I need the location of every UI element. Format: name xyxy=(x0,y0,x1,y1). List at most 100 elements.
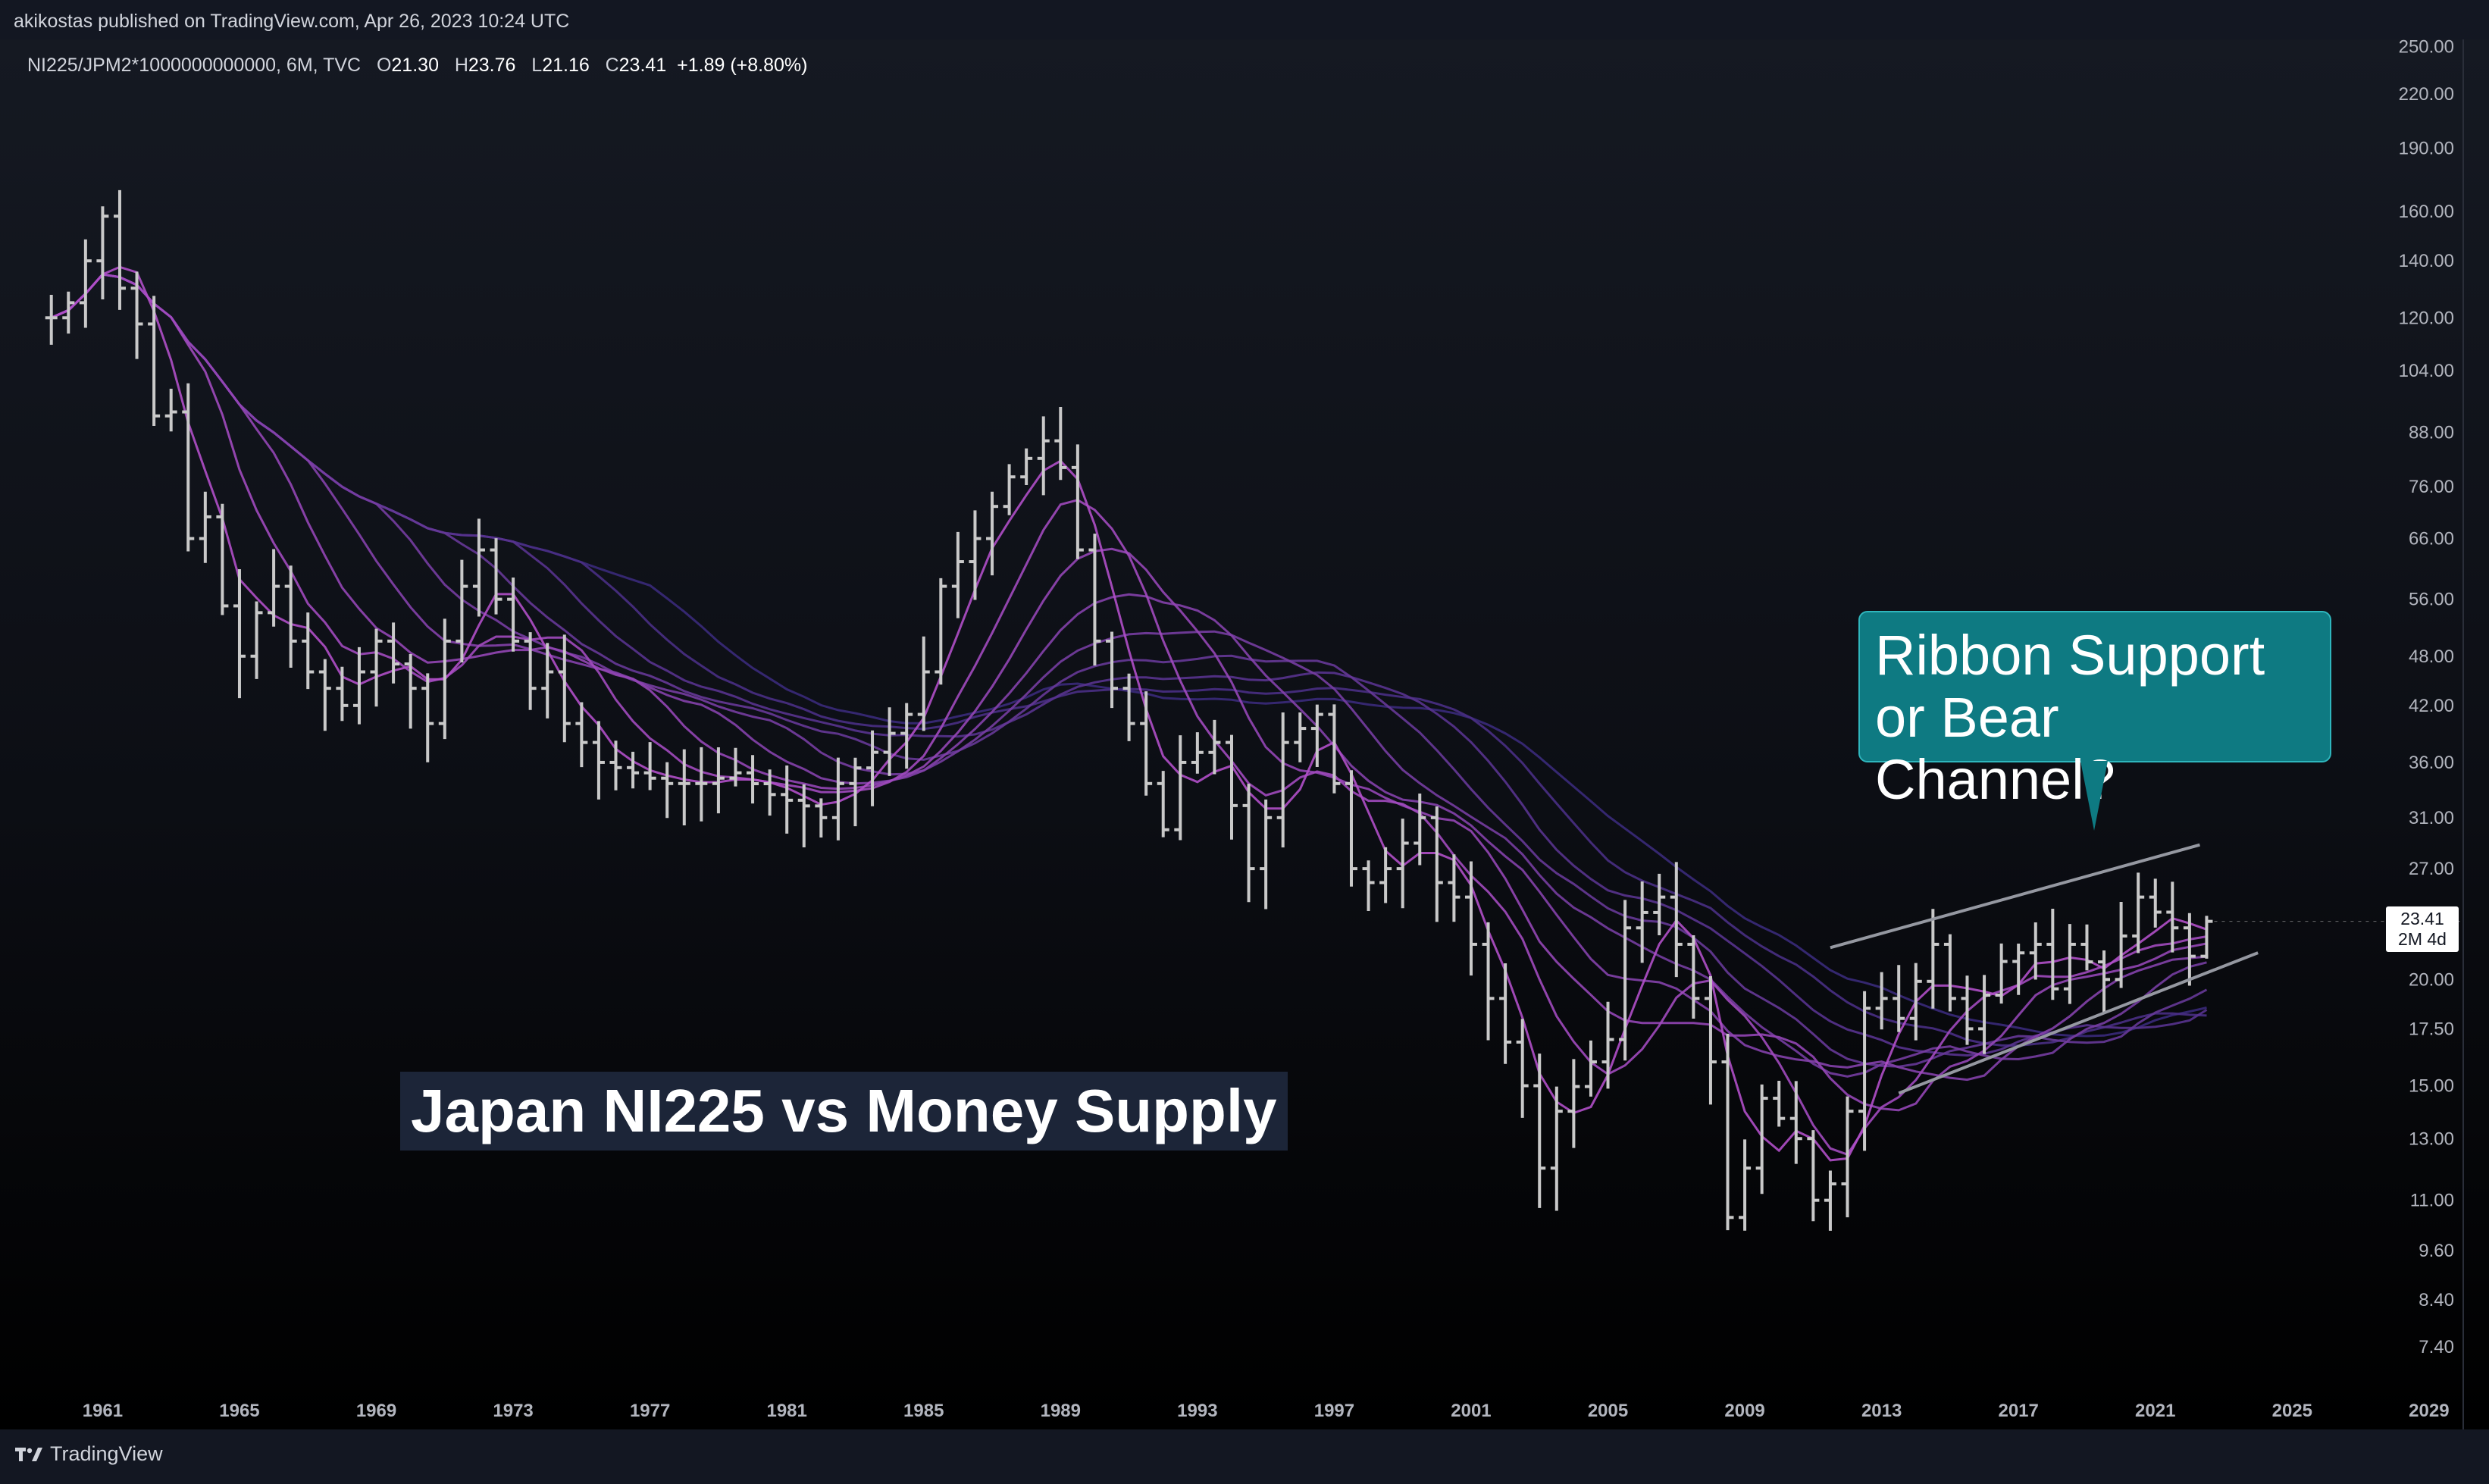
ohlc-bar xyxy=(575,702,588,768)
ohlc-bar xyxy=(1037,416,1050,496)
ohlc-bar xyxy=(1088,534,1101,666)
ohlc-bar xyxy=(1739,1139,1752,1231)
legend-symbol: NI225/JPM2*1000000000000, 6M, TVC xyxy=(27,55,362,76)
y-tick-label: 76.00 xyxy=(2409,477,2454,497)
ohlc-bar xyxy=(2200,916,2213,959)
x-tick-label: 1961 xyxy=(83,1401,123,1421)
ohlc-bar xyxy=(1721,1033,1734,1231)
ohlc-bar xyxy=(1140,691,1153,796)
legend-low-label: L xyxy=(531,55,543,76)
ohlc-bar xyxy=(1550,1086,1563,1211)
ohlc-bar xyxy=(1345,770,1357,887)
x-tick-label: 1997 xyxy=(1314,1401,1354,1421)
ohlc-bar xyxy=(216,503,229,615)
ohlc-bar xyxy=(797,784,810,847)
ohlc-bar xyxy=(1858,991,1871,1151)
ohlc-bar xyxy=(2063,924,2076,1004)
ribbon-ma-4 xyxy=(51,273,2207,1082)
y-tick-label: 88.00 xyxy=(2409,422,2454,443)
ohlc-bar xyxy=(2046,909,2059,1000)
ohlc-bar xyxy=(164,388,177,432)
x-tick-label: 1969 xyxy=(356,1401,396,1421)
ribbon-ma-3 xyxy=(51,273,2207,1112)
ohlc-bar xyxy=(1260,799,1273,909)
ohlc-bar xyxy=(1430,806,1443,922)
ohlc-bar xyxy=(387,622,400,684)
ohlc-bar xyxy=(1191,732,1204,774)
time-axis: 1961 1965 1969 1973 1977 1981 1985 1989 1993 1997… xyxy=(83,1401,2450,1421)
y-tick-label: 66.00 xyxy=(2409,529,2454,549)
ohlc-chart[interactable]: 250.00 220.00 190.00 160.00 140.00 120.00 104.… xyxy=(0,0,2489,1429)
y-tick-label: 56.00 xyxy=(2409,590,2454,610)
ohlc-bar xyxy=(284,565,297,668)
last-price-label: 23.41 2M 4d xyxy=(2386,906,2459,952)
ohlc-bar xyxy=(1670,862,1683,978)
ribbon-ma-6 xyxy=(51,273,2208,1068)
ohlc-bar xyxy=(199,491,211,563)
ohlc-bar xyxy=(1157,771,1169,837)
ohlc-bar xyxy=(917,636,930,731)
legend-open-label: O xyxy=(376,55,392,76)
ohlc-bar xyxy=(1396,819,1409,909)
ohlc-bar xyxy=(130,271,143,359)
ohlc-bar xyxy=(1978,975,1991,1054)
y-tick-label: 27.00 xyxy=(2409,859,2454,879)
ohlc-bar xyxy=(1619,900,1632,1061)
ohlc-bar xyxy=(318,659,331,731)
ohlc-bar xyxy=(1448,854,1461,922)
y-tick-label: 36.00 xyxy=(2409,753,2454,773)
y-tick-label: 104.00 xyxy=(2399,361,2454,381)
callout-line-1: Ribbon Support xyxy=(1875,624,2265,687)
y-tick-label: 11.00 xyxy=(2410,1191,2454,1211)
ohlc-bar xyxy=(352,647,365,725)
ohlc-bar xyxy=(712,747,725,814)
callout-pointer xyxy=(2080,761,2108,831)
ohlc-bar xyxy=(1533,1054,1546,1208)
y-tick-label: 7.40 xyxy=(2419,1337,2454,1357)
ohlc-bar xyxy=(113,189,126,310)
x-tick-label: 2005 xyxy=(1588,1401,1628,1421)
x-tick-label: 2021 xyxy=(2135,1401,2175,1421)
ohlc-bar xyxy=(831,757,844,841)
y-tick-label: 20.00 xyxy=(2409,969,2454,990)
ohlc-bar xyxy=(1310,704,1323,768)
ohlc-bar xyxy=(592,721,605,800)
ohlc-bar xyxy=(490,538,502,615)
ohlc-bar xyxy=(849,757,862,827)
ohlc-bar xyxy=(627,751,640,789)
ohlc-bar xyxy=(1875,972,1888,1030)
x-tick-label: 1985 xyxy=(903,1401,944,1421)
ohlc-bar xyxy=(883,707,896,776)
y-tick-label: 31.00 xyxy=(2409,808,2454,828)
ohlc-bar xyxy=(1704,976,1717,1105)
tradingview-logo[interactable]: TradingView xyxy=(15,1442,163,1466)
legend-open: 21.30 xyxy=(391,55,439,76)
x-tick-label: 1973 xyxy=(493,1401,533,1421)
ohlc-bar xyxy=(2115,902,2127,988)
ohlc-bar xyxy=(1773,1081,1786,1127)
ohlc-bar xyxy=(1464,861,1477,976)
ohlc-bar xyxy=(1328,704,1341,794)
ohlc-bar xyxy=(1909,963,1922,1041)
ohlc-bar xyxy=(507,578,520,652)
last-price-value: 23.41 xyxy=(2400,909,2444,928)
ohlc-bar xyxy=(1106,631,1119,709)
y-tick-label: 13.00 xyxy=(2409,1129,2454,1149)
ohlc-bar xyxy=(1020,448,1033,485)
title-annotation[interactable]: Japan NI225 vs Money Supply xyxy=(400,1072,1288,1151)
ohlc-bar xyxy=(62,291,75,334)
x-tick-label: 2013 xyxy=(1861,1401,1902,1421)
ohlc-bar xyxy=(969,510,982,600)
ohlc-bar xyxy=(541,643,554,719)
ohlc-bar xyxy=(1414,793,1426,866)
ohlc-bar xyxy=(1071,444,1084,559)
ohlc-bar xyxy=(1482,922,1495,1041)
ohlc-bar xyxy=(1499,963,1512,1064)
ohlc-bar xyxy=(233,568,246,699)
y-tick-label: 120.00 xyxy=(2399,308,2454,328)
ohlc-bar xyxy=(1807,1130,1820,1222)
callout-annotation[interactable]: Ribbon Support or Bear Channel? xyxy=(1858,611,2331,811)
bars-layer xyxy=(45,189,2213,1231)
ohlc-bar xyxy=(1003,464,1016,515)
ohlc-bar xyxy=(661,762,674,819)
